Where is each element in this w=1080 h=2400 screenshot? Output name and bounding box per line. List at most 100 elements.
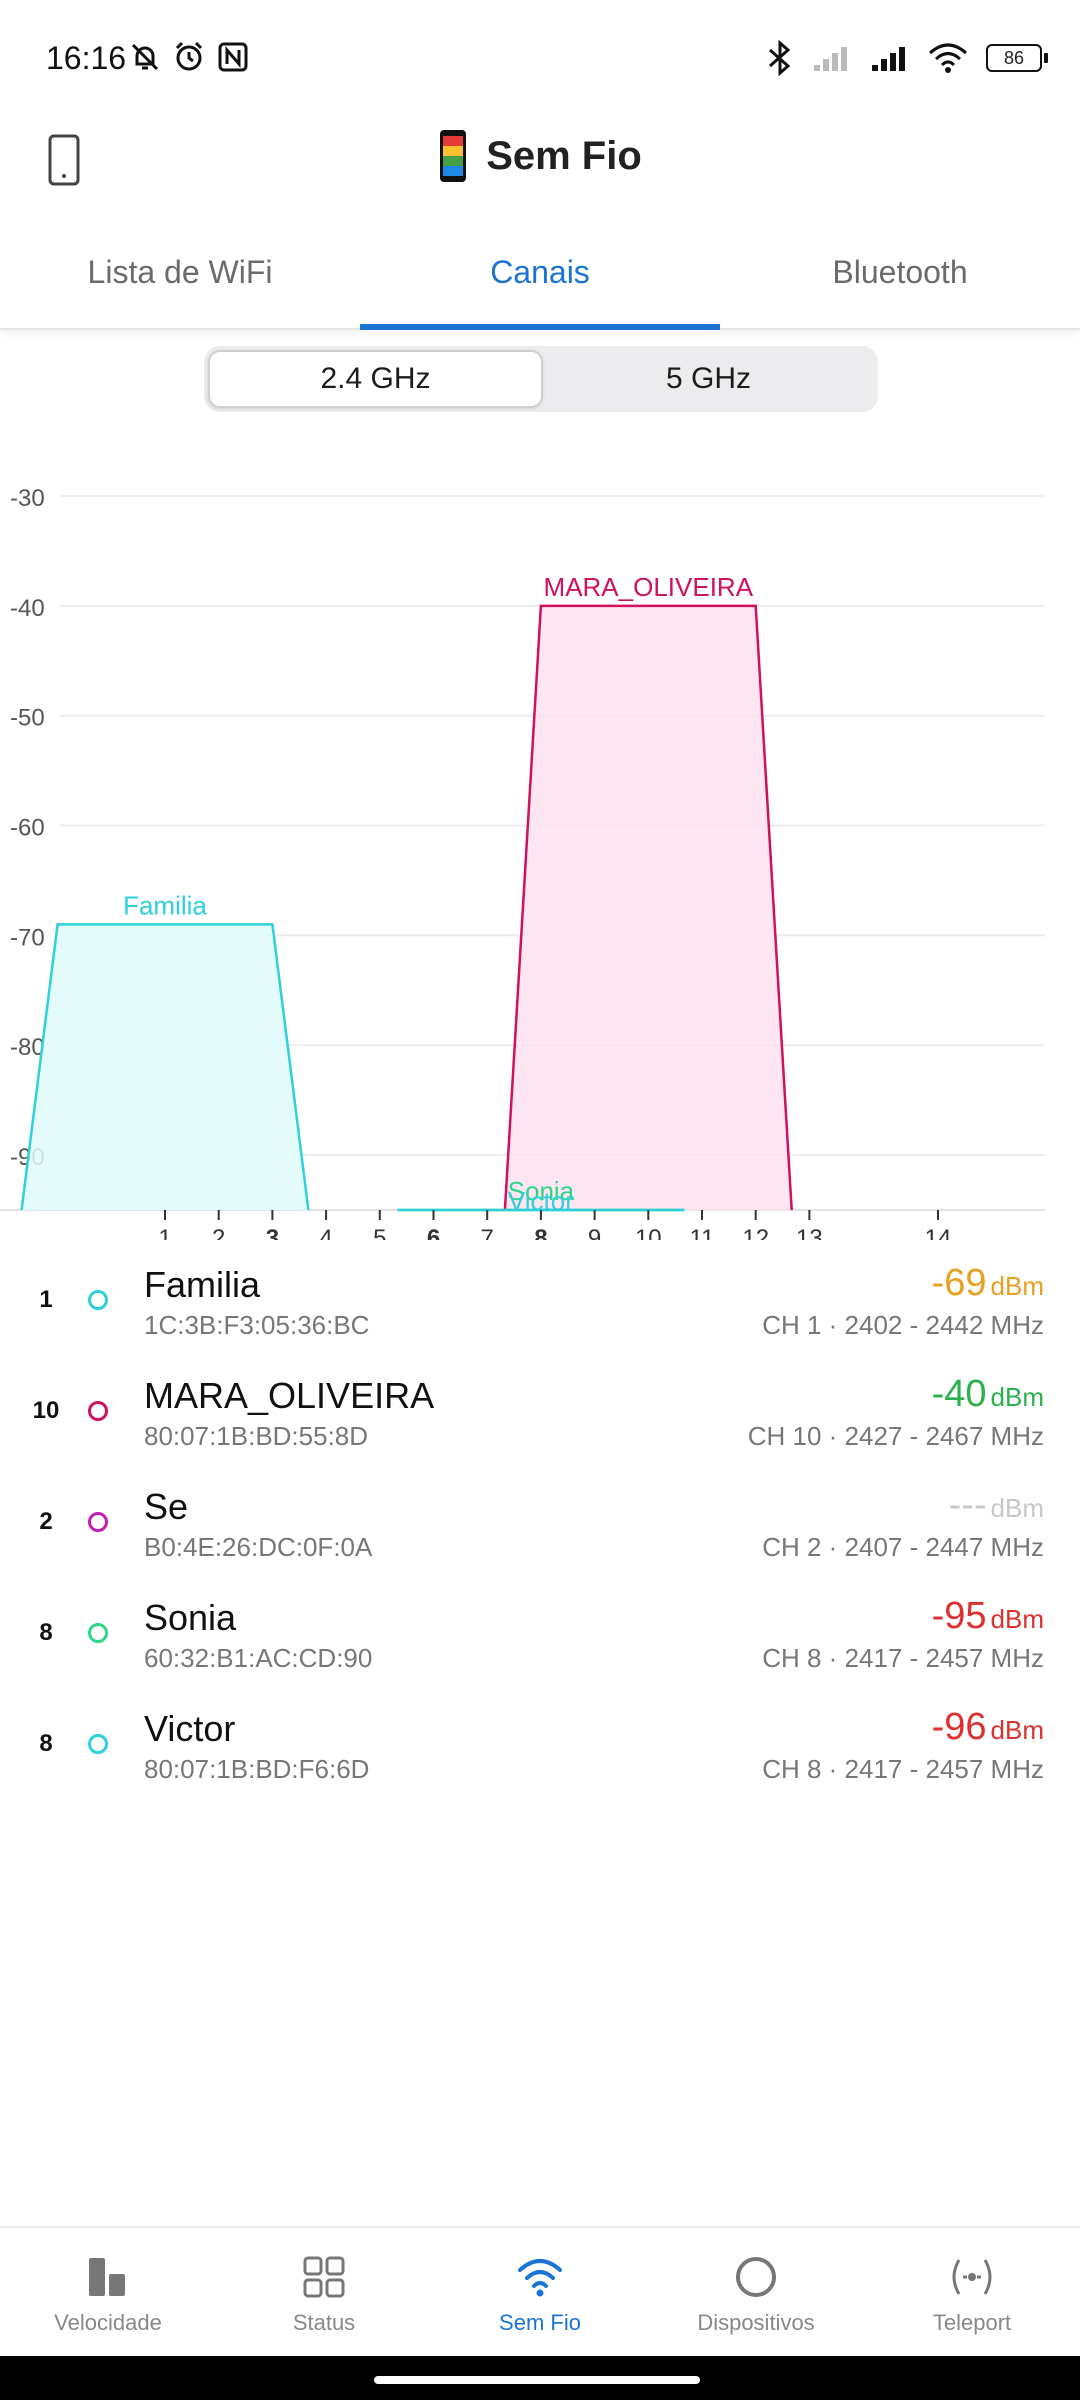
nav-label: Status xyxy=(292,2310,356,2335)
y-tick-label: -30 xyxy=(10,485,45,512)
nav-wireless[interactable]: Sem Fio xyxy=(432,2228,648,2358)
signal-unit: dBm xyxy=(990,1493,1044,1523)
network-color-dot xyxy=(88,1290,108,1310)
nfc-icon xyxy=(218,42,248,72)
network-mac: B0:4E:26:DC:0F:0A xyxy=(144,1532,373,1562)
network-mac: 80:07:1B:BD:F6:6D xyxy=(144,1754,370,1784)
network-frequency: CH 8 · 2417 - 2457 MHz xyxy=(762,1754,1044,1784)
grid-icon xyxy=(303,2256,345,2298)
x-tick-label: 12 xyxy=(742,1225,769,1240)
series-label: Sonia xyxy=(508,1176,575,1206)
series-label: MARA_OLIVEIRA xyxy=(544,572,754,602)
network-signal: -96 dBm xyxy=(932,1706,1044,1749)
y-tick-label: -40 xyxy=(10,595,45,622)
y-tick-label: -50 xyxy=(10,705,45,732)
app-header: Sem Fio xyxy=(0,120,1080,190)
signal-value: -95 xyxy=(931,1595,987,1637)
x-tick-label: 4 xyxy=(319,1225,332,1240)
x-tick-label: 10 xyxy=(635,1225,662,1240)
signal-unit: dBm xyxy=(990,1382,1044,1412)
network-row[interactable]: 2 Se B0:4E:26:DC:0F:0A --- dBm CH 2 · 240… xyxy=(0,1478,1080,1589)
network-name: MARA_OLIVEIRA xyxy=(144,1375,435,1416)
nav-label: Teleport xyxy=(932,2310,1012,2335)
nav-teleport[interactable]: Teleport xyxy=(864,2228,1080,2358)
network-row[interactable]: 8 Victor 80:07:1B:BD:F6:6D -96 dBm CH 8 ·… xyxy=(0,1700,1080,1811)
channel-chart: -30 -40 -50 -60 -70 -80 -90 Familia MARA_OLIVEIR… xyxy=(0,460,1080,1252)
y-tick-label: -80 xyxy=(10,1034,45,1061)
network-row[interactable]: 10 MARA_OLIVEIRA 80:07:1B:BD:55:8D -40 dB… xyxy=(0,1367,1080,1478)
network-color-dot xyxy=(88,1401,108,1421)
status-time: 16:16 xyxy=(46,40,127,76)
network-mac: 80:07:1B:BD:55:8D xyxy=(144,1421,369,1451)
signal-value: -69 xyxy=(931,1262,987,1304)
y-tick-label: -60 xyxy=(10,815,45,842)
network-signal: -40 dBm xyxy=(932,1373,1044,1416)
network-name: Familia xyxy=(144,1264,261,1305)
app-logo-icon xyxy=(440,130,467,182)
nav-speed[interactable]: Velocidade xyxy=(0,2228,216,2358)
alarm-icon xyxy=(175,41,203,71)
network-color-dot xyxy=(88,1734,108,1754)
band-2-4ghz-button[interactable]: 2.4 GHz xyxy=(208,350,543,408)
signal-value: -96 xyxy=(931,1706,987,1748)
nav-devices[interactable]: Dispositivos xyxy=(648,2228,864,2358)
bluetooth-icon xyxy=(769,40,791,76)
x-tick-label: 7 xyxy=(481,1225,494,1240)
status-icons-right: 86 xyxy=(766,40,1048,76)
muted-bell-icon xyxy=(131,43,159,71)
phone-icon[interactable] xyxy=(44,132,84,188)
nav-label: Dispositivos xyxy=(697,2310,815,2335)
page-title: Sem Fio xyxy=(486,133,642,178)
series-area xyxy=(504,605,792,1210)
wifi-status-icon xyxy=(929,43,967,73)
signal-value: --- xyxy=(948,1484,987,1526)
network-mac: 60:32:B1:AC:CD:90 xyxy=(144,1643,373,1673)
network-signal: --- dBm xyxy=(949,1484,1044,1527)
network-channel: 1 xyxy=(39,1286,53,1313)
top-tabs: Lista de WiFi Canais Bluetooth xyxy=(0,230,1080,330)
tab-bluetooth[interactable]: Bluetooth xyxy=(832,254,968,290)
tab-wifi-list[interactable]: Lista de WiFi xyxy=(87,254,273,290)
x-tick-label: 1 xyxy=(158,1225,171,1240)
x-tick-label: 11 xyxy=(690,1225,715,1240)
header-title-group: Sem Fio xyxy=(0,128,1080,184)
signal-unit: dBm xyxy=(990,1715,1044,1745)
x-tick-label: 5 xyxy=(373,1225,386,1240)
nav-status[interactable]: Status xyxy=(216,2228,432,2358)
network-signal: -69 dBm xyxy=(932,1262,1044,1305)
gesture-bar xyxy=(0,2356,1080,2400)
network-frequency: CH 1 · 2402 - 2442 MHz xyxy=(762,1310,1044,1340)
bottom-nav: Velocidade Status Sem Fio Dispositivos xyxy=(0,2226,1080,2358)
status-bar: 16:16 xyxy=(0,0,1080,120)
network-name: Se xyxy=(144,1486,189,1527)
status-icons-left xyxy=(128,40,250,74)
wifi-icon xyxy=(518,2259,562,2297)
network-color-dot xyxy=(88,1623,108,1643)
home-indicator[interactable] xyxy=(374,2376,700,2384)
channel-chart-svg: -30-40-50-60-70-80-90FamiliaMARA_OLIVEIR… xyxy=(0,485,1045,1252)
bar-chart-icon xyxy=(89,2258,125,2296)
network-channel: 2 xyxy=(39,1508,53,1535)
series-line xyxy=(20,923,310,1211)
tab-channels[interactable]: Canais xyxy=(360,230,720,330)
network-frequency: CH 8 · 2417 - 2457 MHz xyxy=(762,1643,1044,1673)
series-label: Familia xyxy=(123,890,207,920)
band-selector: 2.4 GHz 5 GHz xyxy=(204,346,878,412)
x-tick-label: 2 xyxy=(212,1225,225,1240)
signal-unit: dBm xyxy=(990,1604,1044,1634)
signal-value: -40 xyxy=(931,1373,987,1415)
battery-indicator: 86 xyxy=(986,44,1048,72)
y-tick-label: -70 xyxy=(10,924,45,951)
network-list: 1 Familia 1C:3B:F3:05:36:BC -69 dBm CH 1 … xyxy=(0,1256,1080,1811)
network-signal: -95 dBm xyxy=(932,1595,1044,1638)
network-row[interactable]: 1 Familia 1C:3B:F3:05:36:BC -69 dBm CH 1 … xyxy=(0,1256,1080,1367)
x-tick-label: 8 xyxy=(534,1225,547,1240)
x-tick-label: 6 xyxy=(427,1225,440,1240)
signal-icon-sim2 xyxy=(872,47,905,71)
x-tick-label: 13 xyxy=(796,1225,823,1240)
network-name: Sonia xyxy=(144,1597,237,1638)
band-5ghz-button[interactable]: 5 GHz xyxy=(665,362,752,395)
network-channel: 8 xyxy=(39,1730,53,1757)
network-row[interactable]: 8 Sonia 60:32:B1:AC:CD:90 -95 dBm CH 8 · … xyxy=(0,1589,1080,1700)
x-tick-label: 14 xyxy=(925,1225,952,1240)
